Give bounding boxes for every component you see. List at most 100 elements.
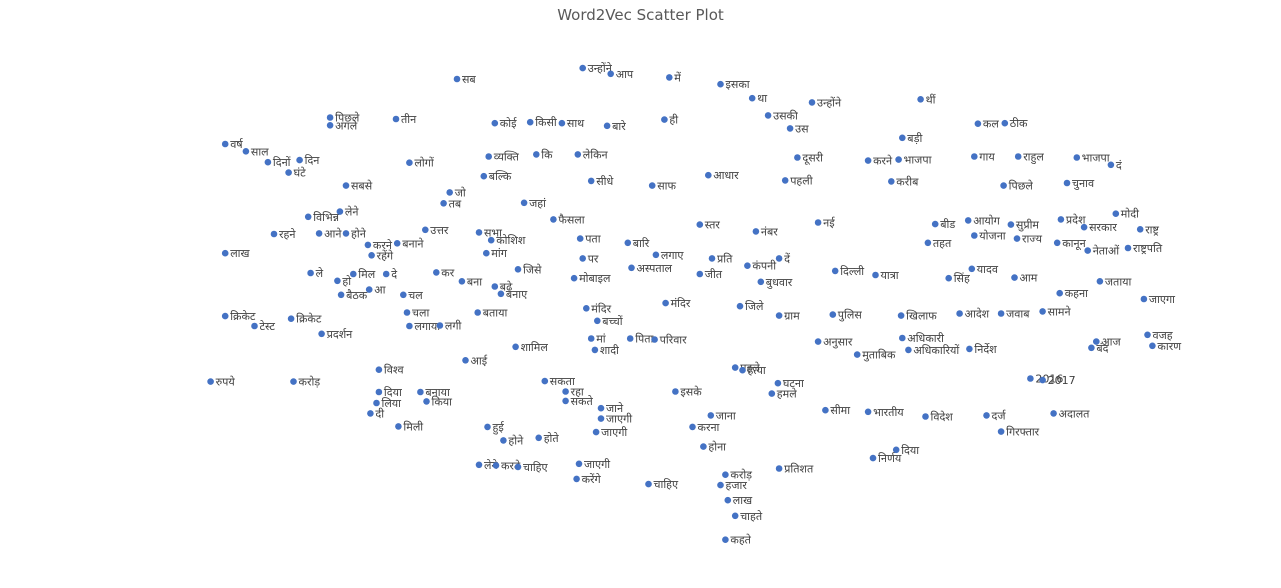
point-marker	[895, 156, 902, 163]
point-label: भाजपा	[904, 154, 932, 167]
data-point: अधिकारी	[899, 332, 944, 345]
point-marker	[717, 481, 724, 489]
point-label: नंबर	[761, 225, 778, 238]
point-marker	[417, 388, 424, 396]
point-label: व्यक्ति	[494, 151, 520, 164]
point-label: गाय	[979, 151, 995, 164]
point-marker	[512, 343, 519, 351]
data-point: क्रिकेट	[287, 313, 322, 326]
point-marker	[423, 398, 430, 405]
point-label: कानून	[1062, 237, 1086, 251]
data-point: कोशिश	[487, 234, 526, 247]
point-label: बनाया	[425, 386, 450, 399]
point-label: यात्रा	[881, 269, 899, 282]
point-label: बनाने	[402, 237, 424, 250]
point-marker	[326, 114, 334, 121]
point-label: किया	[432, 395, 453, 408]
data-point: नई	[814, 217, 836, 230]
data-point: निर्णय	[869, 452, 902, 465]
point-marker	[666, 74, 673, 81]
point-marker	[446, 189, 454, 196]
data-point: सब	[453, 73, 476, 86]
point-label: लगी	[445, 320, 462, 333]
data-point: पिता	[626, 333, 654, 346]
point-label: प्रदेश	[1066, 213, 1086, 226]
data-point: साल	[242, 145, 269, 158]
point-marker	[705, 171, 712, 179]
point-label: करना	[698, 421, 720, 434]
data-point: लेने	[475, 459, 498, 472]
data-point: हमले	[768, 388, 797, 401]
data-point: जाएगी	[575, 458, 610, 471]
data-point: लिया	[373, 397, 401, 410]
point-label: बुधवार	[766, 276, 793, 289]
data-point: बताया	[474, 307, 507, 320]
data-point: सबसे	[342, 180, 373, 193]
point-marker	[814, 219, 822, 226]
data-point: योजना	[971, 230, 1006, 243]
point-label: सीमा	[830, 404, 850, 417]
point-marker	[403, 309, 411, 316]
point-marker	[1027, 375, 1034, 382]
point-marker	[607, 70, 614, 78]
point-label: ठीक	[1010, 117, 1028, 130]
point-label: होने	[508, 434, 524, 447]
point-label: उन्होंने	[817, 96, 842, 109]
point-marker	[382, 270, 390, 278]
point-marker	[722, 536, 729, 543]
point-label: शामिल	[521, 341, 549, 354]
data-point: उस	[786, 122, 809, 135]
point-label: पिछले	[1009, 180, 1034, 193]
point-marker	[752, 228, 760, 235]
point-label: आधार	[713, 169, 739, 182]
point-marker	[375, 366, 383, 374]
point-marker	[334, 277, 341, 285]
point-label: तब	[449, 197, 462, 210]
data-point: स्तर	[696, 219, 720, 232]
point-label: जताया	[1105, 275, 1132, 288]
point-marker	[526, 118, 534, 126]
point-label: करोड़	[730, 469, 752, 482]
point-label: क्रिकेट	[230, 310, 256, 323]
data-point: लेकिन	[574, 148, 609, 161]
point-label: मोदी	[1121, 208, 1139, 221]
data-point: जाने	[597, 402, 624, 415]
point-marker	[731, 364, 739, 371]
point-marker	[514, 463, 522, 471]
point-marker	[304, 213, 312, 221]
point-label: हजार	[726, 479, 748, 492]
data-point: नंबर	[752, 225, 778, 238]
data-point: जहां	[520, 197, 546, 210]
point-marker	[628, 264, 635, 272]
data-point: निर्देश	[966, 343, 997, 356]
point-marker	[462, 357, 469, 364]
data-point: फैसला	[550, 213, 585, 226]
point-label: लोगों	[414, 157, 433, 170]
point-label: उसकी	[773, 109, 798, 122]
point-marker	[696, 270, 704, 278]
point-label: चल	[408, 289, 423, 302]
point-marker	[251, 322, 258, 330]
point-label: सीधे	[596, 175, 613, 188]
point-marker	[368, 252, 375, 259]
point-marker	[717, 80, 724, 88]
data-point: प्रदेश	[1057, 213, 1086, 226]
point-marker	[997, 310, 1005, 317]
data-point: दें	[775, 252, 790, 265]
data-point: ग्राम	[775, 310, 800, 323]
point-label: चाहते	[740, 510, 763, 523]
data-point: दं	[1107, 159, 1122, 172]
point-marker	[422, 226, 429, 234]
point-marker	[905, 346, 912, 354]
point-marker	[786, 125, 794, 132]
point-label: वजह	[1153, 329, 1173, 342]
data-point: मंदिर	[662, 297, 691, 310]
data-point: बढ़े	[491, 281, 513, 294]
data-point: क्रिकेट	[221, 310, 256, 323]
data-point: राष्ट्रपति	[1124, 242, 1163, 255]
point-label: लिया	[382, 397, 402, 410]
point-marker	[535, 434, 542, 442]
data-point: तब	[440, 197, 462, 210]
point-marker	[724, 496, 732, 504]
point-label: मंदिर	[671, 297, 691, 310]
